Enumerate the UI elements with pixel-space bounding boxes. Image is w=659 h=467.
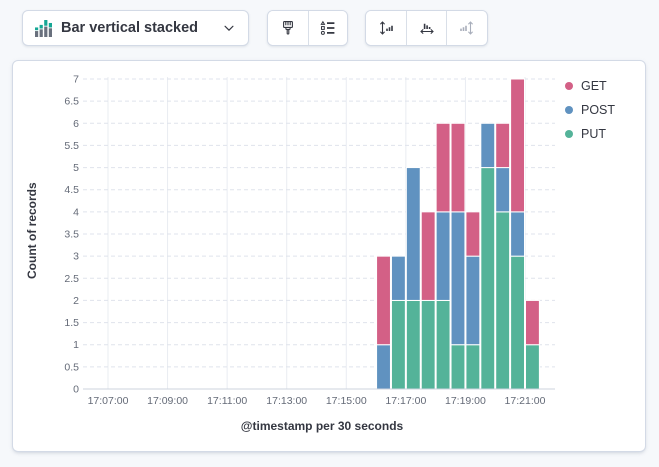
- x-tick-label: 17:17:00: [385, 395, 426, 407]
- bar-segment-get[interactable]: [465, 211, 481, 257]
- legend-item-label: PUT: [581, 126, 606, 141]
- y-tick-label: 6.5: [64, 96, 79, 108]
- bar-segment-post[interactable]: [465, 255, 481, 346]
- bar-segment-get[interactable]: [376, 255, 391, 346]
- bar-segment-get[interactable]: [524, 299, 540, 346]
- bar-vertical-stacked-icon: [35, 19, 52, 37]
- plot-area[interactable]: 0 0.5 1 1.5 2 2.5 3 3.5 4 4.5 5 5.5 6 6.5 7 17:07:00 17:…: [13, 61, 645, 451]
- y-tick-label: 1.5: [64, 317, 79, 329]
- bar-segment-put[interactable]: [495, 211, 511, 390]
- y-tick-label: 5.5: [64, 140, 79, 152]
- chart-legend: GET POST PUT: [565, 77, 615, 142]
- bar-segment-put[interactable]: [390, 299, 406, 390]
- x-tick-label: 17:19:00: [445, 395, 486, 407]
- chart-type-dropdown[interactable]: Bar vertical stacked: [22, 10, 249, 46]
- y-tick-label: 3: [73, 251, 79, 263]
- legend-dot-icon: [565, 105, 573, 114]
- bar-segment-get[interactable]: [450, 122, 466, 213]
- x-tick-label: 17:15:00: [326, 395, 367, 407]
- bar-segment-put[interactable]: [420, 299, 436, 390]
- y-tick-label: 4: [73, 206, 79, 218]
- x-tick-label: 17:13:00: [266, 395, 307, 407]
- legend-item-post[interactable]: POST: [565, 101, 615, 118]
- y-tick-label: 5: [73, 162, 79, 174]
- y-tick-label: 4.5: [64, 184, 79, 196]
- chart-toolbar: Bar vertical stacked: [0, 0, 659, 58]
- chart-panel: 0 0.5 1 1.5 2 2.5 3 3.5 4 4.5 5 5.5 6 6.5 7 17:07:00 17:…: [12, 60, 646, 452]
- y-axis-title: Count of records: [25, 182, 39, 280]
- bar-segment-get[interactable]: [495, 122, 511, 169]
- bar-segment-put[interactable]: [480, 167, 496, 390]
- x-tick-label: 17:21:00: [505, 395, 546, 407]
- right-axis-icon: [459, 20, 475, 36]
- stacked-bar-chart: 0 0.5 1 1.5 2 2.5 3 3.5 4 4.5 5 5.5 6 6.5 7 17:07:00 17:…: [13, 61, 645, 451]
- x-tick-label: 17:09:00: [147, 395, 188, 407]
- axes-button-group: [365, 10, 488, 46]
- bar-segment-get[interactable]: [510, 78, 525, 213]
- visual-options-button[interactable]: [268, 11, 308, 45]
- left-axis-icon: [378, 20, 394, 36]
- bar-segment-post[interactable]: [510, 211, 525, 257]
- y-tick-label: 7: [73, 74, 79, 86]
- bar-segment-post[interactable]: [376, 344, 391, 390]
- y-tick-label: 2: [73, 295, 79, 307]
- x-axis-title: @timestamp per 30 seconds: [240, 419, 404, 433]
- bar-segment-put[interactable]: [435, 299, 451, 390]
- legend-item-label: GET: [581, 78, 607, 93]
- x-tick-label: 17:11:00: [207, 395, 247, 407]
- bottom-axis-button[interactable]: [406, 11, 446, 45]
- right-axis-button: [446, 11, 486, 45]
- legend-item-label: POST: [581, 102, 616, 117]
- bar-segment-put[interactable]: [450, 344, 466, 390]
- y-tick-label: 1: [73, 339, 79, 351]
- bar-segment-post[interactable]: [450, 211, 466, 346]
- bar-segment-get[interactable]: [420, 211, 436, 301]
- y-tick-label: 0: [73, 384, 79, 396]
- legend-values-icon: [320, 20, 336, 36]
- bar-segment-post[interactable]: [435, 211, 451, 301]
- bar-segment-post[interactable]: [480, 122, 496, 169]
- legend-dot-icon: [565, 81, 573, 90]
- y-tick-label: 6: [73, 118, 79, 130]
- bar-segment-put[interactable]: [465, 344, 481, 390]
- bar-segment-post[interactable]: [495, 167, 511, 213]
- bar-segment-put[interactable]: [510, 255, 525, 390]
- bottom-axis-icon: [419, 20, 435, 36]
- y-tick-label: 0.5: [64, 361, 79, 373]
- legend-dot-icon: [565, 129, 573, 138]
- y-tick-label: 3.5: [64, 229, 79, 241]
- bar-segment-post[interactable]: [405, 167, 421, 301]
- bar-segment-put[interactable]: [524, 344, 540, 390]
- legend-settings-button[interactable]: [307, 11, 347, 45]
- x-tick-label: 17:07:00: [88, 395, 129, 407]
- legend-item-put[interactable]: PUT: [565, 125, 615, 142]
- left-axis-button[interactable]: [366, 11, 406, 45]
- y-tick-label: 2.5: [64, 273, 79, 285]
- bar-segment-get[interactable]: [435, 122, 451, 213]
- paintbrush-icon: [280, 20, 296, 36]
- chevron-down-icon: [222, 21, 236, 35]
- style-button-group: [267, 10, 348, 46]
- bar-segment-put[interactable]: [405, 299, 421, 390]
- chart-type-label: Bar vertical stacked: [61, 20, 199, 36]
- bar-segment-post[interactable]: [390, 255, 406, 301]
- legend-item-get[interactable]: GET: [565, 77, 615, 94]
